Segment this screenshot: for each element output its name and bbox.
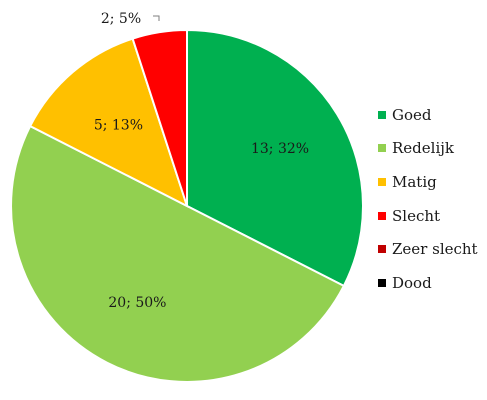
- legend-label-matig: Matig: [392, 172, 437, 191]
- slice-matig: [28, 37, 189, 208]
- legend-swatch-redelijk: [378, 144, 386, 153]
- legend-item-zeer-slecht: Zeer slecht: [378, 232, 478, 266]
- legend-label-goed: Goed: [392, 105, 432, 124]
- legend-item-slecht: Slecht: [378, 199, 478, 233]
- legend-label-zeer-slecht: Zeer slecht: [392, 240, 478, 259]
- leader-line-slecht: [153, 15, 160, 21]
- legend-swatch-goed: [378, 110, 386, 119]
- slice-redelijk: [10, 124, 346, 383]
- data-label-matig: 5; 13%: [94, 118, 143, 134]
- data-label-goed: 13; 32%: [251, 141, 309, 157]
- legend-item-dood: Dood: [378, 266, 478, 300]
- legend-item-redelijk: Redelijk: [378, 132, 478, 166]
- data-label-redelijk: 20; 50%: [108, 295, 166, 311]
- data-label-slecht: 2; 5%: [101, 11, 141, 27]
- legend-item-goed: Goed: [378, 98, 478, 132]
- legend-swatch-dood: [378, 278, 386, 287]
- legend-swatch-slecht: [378, 211, 386, 220]
- legend-label-dood: Dood: [392, 273, 432, 292]
- legend: Goed Redelijk Matig Slecht Zeer slecht D…: [378, 98, 478, 300]
- slice-slecht: [131, 28, 188, 207]
- legend-item-matig: Matig: [378, 165, 478, 199]
- legend-label-slecht: Slecht: [392, 206, 441, 225]
- legend-label-redelijk: Redelijk: [392, 139, 454, 158]
- slice-goed: [186, 28, 364, 288]
- legend-swatch-zeer-slecht: [378, 245, 386, 254]
- legend-swatch-matig: [378, 177, 386, 186]
